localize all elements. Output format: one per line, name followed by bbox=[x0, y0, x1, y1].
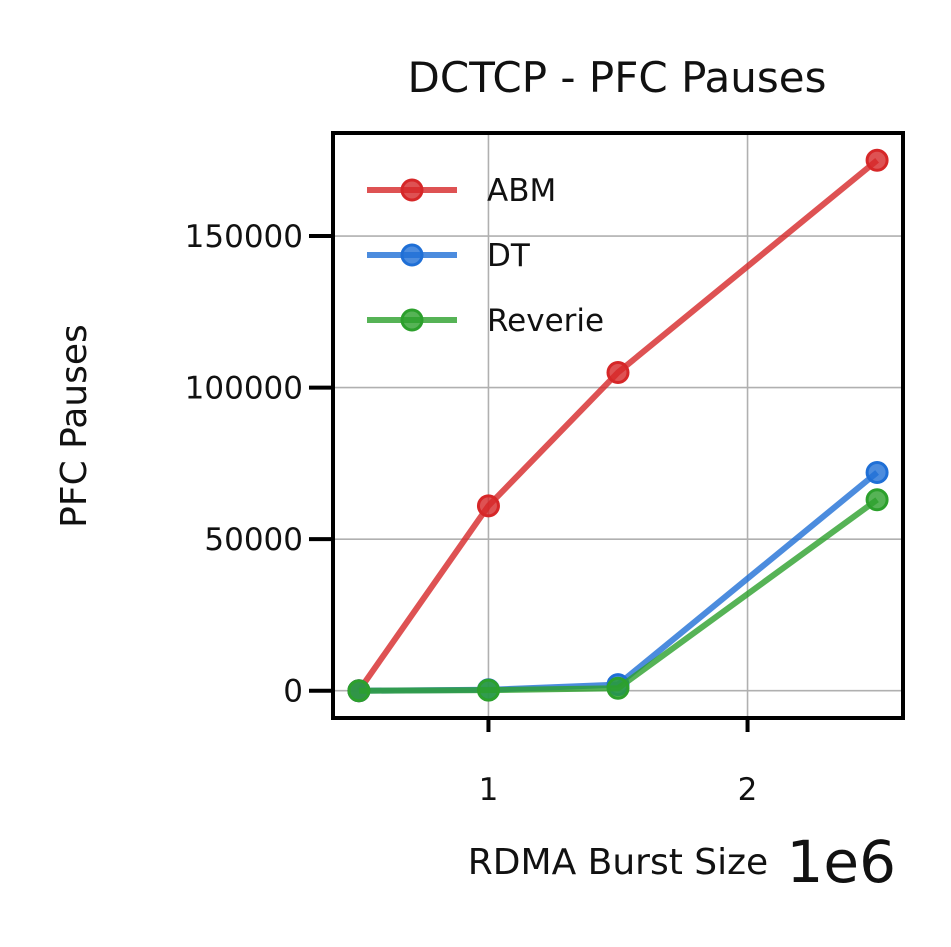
y-tick-label: 50000 bbox=[204, 522, 303, 558]
x-axis-label: RDMA Burst Size bbox=[468, 842, 768, 883]
data-point-reverie bbox=[476, 678, 500, 702]
x-tick-label: 2 bbox=[738, 772, 758, 808]
legend-label-abm: ABM bbox=[487, 173, 556, 209]
data-point-reverie bbox=[606, 676, 630, 700]
y-tick-label: 150000 bbox=[185, 219, 303, 255]
ticks: 1 2 0 50000 100000 150000 bbox=[185, 219, 758, 808]
y-axis-label: PFC Pauses bbox=[54, 324, 95, 528]
data-point-dt bbox=[865, 460, 889, 484]
x-tick-label: 1 bbox=[479, 772, 499, 808]
legend-label-dt: DT bbox=[487, 238, 531, 274]
legend-label-reverie: Reverie bbox=[487, 303, 604, 339]
chart-title: DCTCP - PFC Pauses bbox=[408, 53, 827, 102]
plot-frame bbox=[331, 131, 905, 720]
series-layer bbox=[347, 148, 889, 703]
series-line-abm bbox=[356, 157, 879, 693]
legend-marker-dt bbox=[400, 243, 424, 267]
legend: ABM DT Reverie bbox=[367, 173, 604, 339]
series-line-reverie bbox=[358, 497, 879, 694]
legend-marker-abm bbox=[400, 178, 424, 202]
y-tick-label: 100000 bbox=[185, 371, 303, 407]
x-offset-label: 1e6 bbox=[787, 828, 897, 896]
grid bbox=[333, 133, 903, 718]
data-point-abm bbox=[865, 148, 889, 172]
data-point-reverie bbox=[865, 488, 889, 512]
data-point-reverie bbox=[347, 679, 371, 703]
data-point-abm bbox=[476, 494, 500, 518]
data-point-abm bbox=[606, 360, 630, 384]
y-tick-label: 0 bbox=[283, 674, 303, 710]
legend-marker-reverie bbox=[400, 308, 424, 332]
